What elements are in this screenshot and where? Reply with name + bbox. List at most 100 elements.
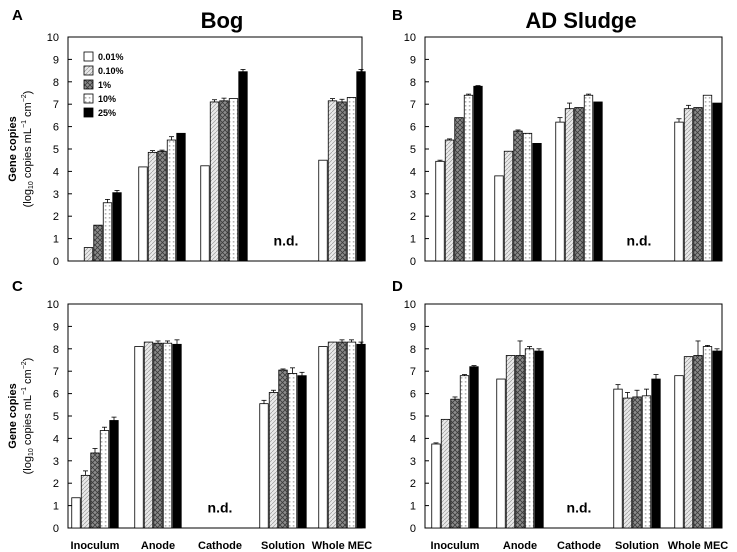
bar-0.10% bbox=[683, 356, 694, 529]
bar-0.10% bbox=[327, 341, 338, 529]
bar-25% bbox=[712, 102, 722, 262]
bar-0.01% bbox=[613, 388, 623, 529]
bar-0.01% bbox=[496, 378, 506, 529]
bar-10% bbox=[641, 395, 652, 529]
bar-1% bbox=[515, 355, 525, 529]
legend-swatch-0.01% bbox=[83, 51, 94, 62]
y-tick-label: 9 bbox=[410, 321, 416, 333]
y-tick-label: 9 bbox=[53, 54, 59, 66]
bar-10% bbox=[463, 94, 474, 262]
bar-25% bbox=[172, 343, 182, 529]
y-tick-label: 0 bbox=[53, 256, 59, 268]
legend-swatch-1% bbox=[83, 79, 94, 90]
y-tick-label: 0 bbox=[53, 523, 59, 535]
y-tick-label: 7 bbox=[53, 99, 59, 111]
legend-label: 0.01% bbox=[98, 52, 124, 62]
bar-25% bbox=[109, 420, 119, 529]
category-label: Whole MEC bbox=[312, 540, 373, 552]
y-tick-label: 4 bbox=[410, 166, 416, 178]
category-label: Inoculum bbox=[71, 540, 120, 552]
bar-10% bbox=[346, 97, 357, 262]
y-tick-label: 9 bbox=[53, 321, 59, 333]
y-tick-label: 3 bbox=[410, 456, 416, 468]
category-label: Anode bbox=[141, 540, 175, 552]
bar-10% bbox=[583, 94, 594, 262]
y-tick-label: 6 bbox=[53, 122, 59, 134]
bar-0.01% bbox=[200, 165, 210, 262]
bar-0.10% bbox=[505, 355, 516, 529]
y-tick-label: 10 bbox=[47, 32, 59, 44]
bar-0.10% bbox=[503, 150, 514, 262]
bar-0.10% bbox=[327, 100, 338, 262]
y-tick-label: 7 bbox=[53, 366, 59, 378]
bar-0.01% bbox=[431, 443, 441, 529]
bar-0.10% bbox=[268, 392, 279, 529]
bar-10% bbox=[522, 132, 533, 262]
bar-1% bbox=[454, 117, 464, 262]
y-tick-label: 8 bbox=[53, 77, 59, 89]
y-tick-label: 8 bbox=[53, 344, 59, 356]
panel-letter: A bbox=[12, 7, 23, 24]
bar-10% bbox=[102, 202, 113, 262]
y-tick-label: 4 bbox=[410, 433, 416, 445]
y-axis-title-line2: (log10 copies mL−1 cm−2) bbox=[21, 91, 35, 208]
bar-0.10% bbox=[147, 151, 158, 262]
y-tick-label: 3 bbox=[53, 189, 59, 201]
y-tick-label: 3 bbox=[53, 456, 59, 468]
panel-letter: B bbox=[392, 7, 403, 24]
bar-10% bbox=[166, 139, 177, 262]
category-label: Whole MEC bbox=[668, 540, 729, 552]
bar-1% bbox=[337, 101, 347, 262]
bar-0.01% bbox=[318, 159, 328, 262]
bar-25% bbox=[297, 375, 307, 529]
legend-swatch-25% bbox=[83, 107, 94, 118]
y-tick-label: 6 bbox=[410, 389, 416, 401]
y-axis-title-line1: Gene copies bbox=[7, 383, 19, 448]
bar-1% bbox=[337, 341, 347, 529]
bar-25% bbox=[651, 378, 661, 529]
y-tick-label: 7 bbox=[410, 99, 416, 111]
y-tick-label: 2 bbox=[410, 211, 416, 223]
bar-25% bbox=[356, 71, 366, 262]
y-axis-title-sup2: −2 bbox=[21, 361, 28, 369]
y-tick-label: 5 bbox=[53, 411, 59, 423]
y-tick-label: 1 bbox=[410, 501, 416, 513]
bar-0.01% bbox=[674, 121, 684, 262]
bar-1% bbox=[513, 130, 523, 262]
bar-10% bbox=[99, 430, 110, 529]
bar-1% bbox=[219, 100, 229, 262]
y-tick-label: 5 bbox=[410, 144, 416, 156]
y-axis-title-mid: copies mL bbox=[22, 395, 34, 448]
y-axis-title-sub: 10 bbox=[28, 448, 35, 456]
y-axis-title-line2: (log10 copies mL−1 cm−2) bbox=[21, 358, 35, 475]
y-tick-label: 2 bbox=[53, 478, 59, 490]
bar-10% bbox=[162, 342, 173, 529]
bar-10% bbox=[524, 348, 535, 529]
y-tick-label: 1 bbox=[410, 234, 416, 246]
y-axis-title-cm: cm bbox=[22, 102, 34, 120]
category-label: Solution bbox=[261, 540, 305, 552]
legend-swatch-10% bbox=[83, 93, 94, 104]
bar-0.01% bbox=[259, 403, 269, 529]
y-tick-label: 0 bbox=[410, 523, 416, 535]
y-axis-title-post: ) bbox=[22, 358, 34, 362]
bar-10% bbox=[702, 346, 713, 529]
y-axis-title-pre: (log bbox=[22, 456, 34, 474]
bar-25% bbox=[712, 350, 722, 529]
y-tick-label: 6 bbox=[53, 389, 59, 401]
bar-0.01% bbox=[134, 346, 144, 529]
bar-25% bbox=[473, 85, 483, 262]
y-tick-label: 2 bbox=[53, 211, 59, 223]
nd-annotation: n.d. bbox=[567, 499, 592, 515]
y-axis-title: Gene copies(log10 copies mL−1 cm−2) bbox=[7, 91, 35, 208]
bar-10% bbox=[702, 94, 713, 262]
bar-0.10% bbox=[209, 101, 220, 262]
bar-0.10% bbox=[83, 247, 94, 262]
legend-label: 1% bbox=[98, 80, 111, 90]
bar-1% bbox=[153, 342, 163, 529]
bar-0.01% bbox=[674, 375, 684, 529]
panel-title: Bog bbox=[201, 8, 244, 33]
y-axis-title-sup1: −1 bbox=[21, 387, 28, 395]
